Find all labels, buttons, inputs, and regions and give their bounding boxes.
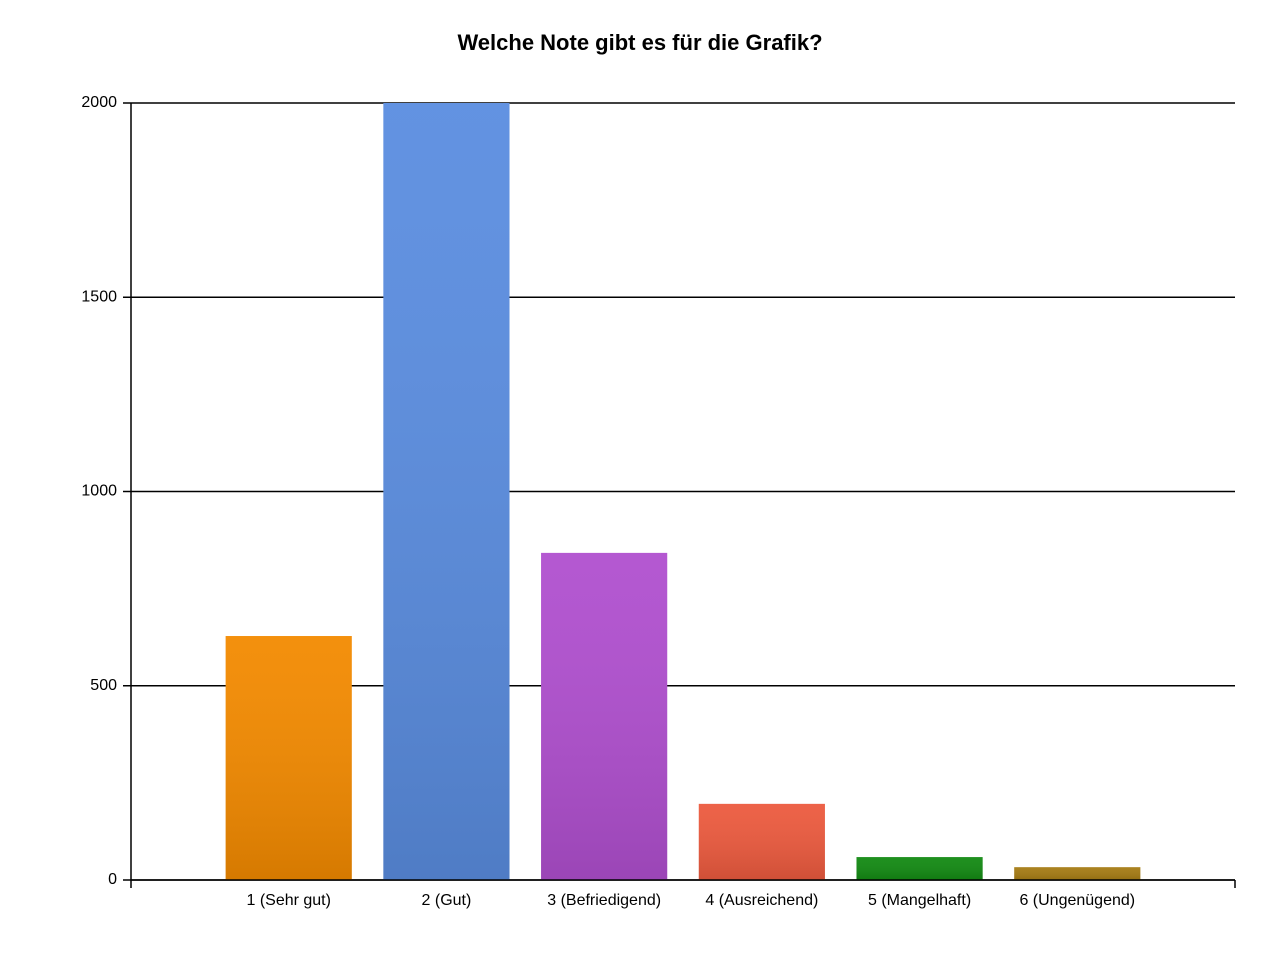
x-tick-label: 6 (Ungenügend) — [1019, 892, 1135, 909]
x-tick-label: 2 (Gut) — [422, 892, 472, 909]
x-tick-label: 1 (Sehr gut) — [246, 892, 330, 909]
y-tick-label: 500 — [90, 677, 117, 694]
bar — [698, 803, 825, 880]
bar — [541, 552, 668, 880]
y-tick-label: 1000 — [81, 483, 117, 500]
bar — [225, 636, 352, 880]
x-tick-label: 5 (Mangelhaft) — [868, 892, 971, 909]
chart-title: Welche Note gibt es für die Grafik? — [457, 30, 822, 55]
bar — [1014, 867, 1141, 880]
bar — [856, 857, 983, 880]
x-tick-label: 4 (Ausreichend) — [705, 892, 818, 909]
x-tick-label: 3 (Befriedigend) — [547, 892, 661, 909]
bar — [383, 103, 510, 880]
y-tick-label: 1500 — [81, 288, 117, 305]
y-tick-label: 0 — [108, 871, 117, 888]
y-tick-label: 2000 — [81, 94, 117, 111]
